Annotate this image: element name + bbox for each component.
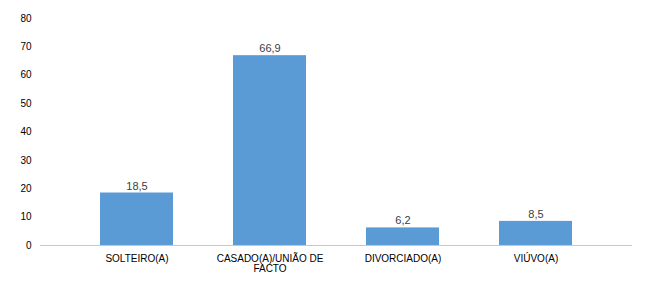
svg-text:66,9: 66,9 [259,42,280,54]
svg-text:SOLTEIRO(A): SOLTEIRO(A) [105,253,168,264]
svg-text:60: 60 [20,69,32,80]
svg-text:6,2: 6,2 [395,214,410,226]
svg-text:0: 0 [26,240,32,251]
svg-text:20: 20 [20,183,32,194]
svg-text:80: 80 [20,13,32,24]
svg-text:8,5: 8,5 [528,208,543,220]
svg-text:CASADO(A)/UNIÃO DEFACTO: CASADO(A)/UNIÃO DEFACTO [217,252,324,274]
svg-text:VIÚVO(A): VIÚVO(A) [514,252,558,264]
svg-text:10: 10 [20,211,32,222]
svg-text:DIVORCIADO(A): DIVORCIADO(A) [365,253,442,264]
svg-text:40: 40 [20,126,32,137]
svg-text:30: 30 [20,155,32,166]
svg-text:18,5: 18,5 [126,180,147,192]
svg-text:50: 50 [20,98,32,109]
svg-text:70: 70 [20,41,32,52]
